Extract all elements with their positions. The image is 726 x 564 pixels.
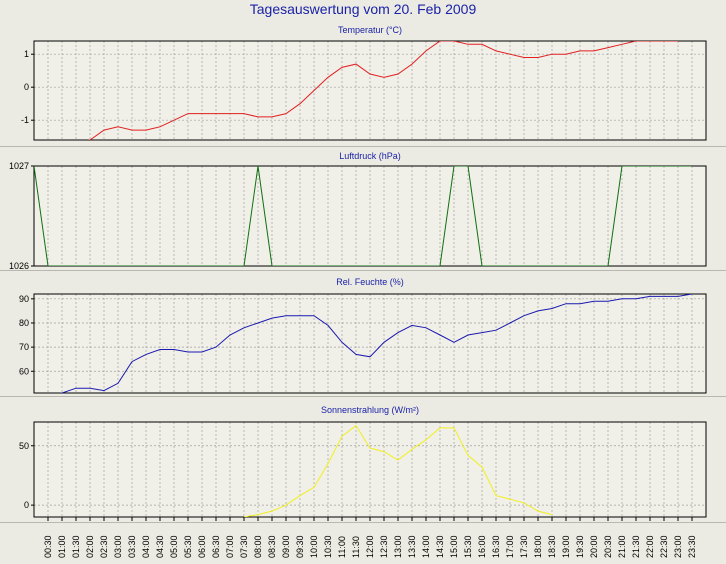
x-tick-label: 08:00 [253,535,263,558]
x-tick-label: 01:30 [71,535,81,558]
plot-frame [33,293,707,394]
x-tick-label: 15:30 [463,535,473,558]
x-tick-label: 03:00 [113,535,123,558]
x-tick-label: 18:00 [533,535,543,558]
x-tick-label: 13:00 [393,535,403,558]
y-tick-label: 80 [19,318,29,328]
x-tick-label: 06:30 [211,535,221,558]
x-tick-label: 18:30 [547,535,557,558]
x-tick-label: 09:30 [295,535,305,558]
y-tick-label: 1026 [9,261,29,271]
x-tick-label: 11:30 [351,536,361,558]
x-tick-label: 09:00 [281,535,291,558]
x-tick-label: 10:00 [309,535,319,558]
x-tick-label: 20:30 [603,535,613,558]
chart-title: Sonnenstrahlung (W/m²) [321,405,419,415]
x-tick-label: 08:30 [267,535,277,558]
y-tick-label: -1 [21,115,29,125]
y-tick-label: 90 [19,294,29,304]
y-tick-label: 1 [24,49,29,59]
chart-title: Luftdruck (hPa) [339,151,401,161]
x-tick-label: 12:30 [379,535,389,558]
x-tick-label: 19:30 [575,535,585,558]
x-tick-label: 14:00 [421,535,431,558]
chart-panel-1: Temperatur (°C) 1 0 -1 [0,22,726,147]
y-tick-label: 0 [24,500,29,510]
x-tick-label: 16:30 [491,535,501,558]
x-tick-label: 06:00 [197,535,207,558]
y-tick-label: 60 [19,366,29,376]
x-tick-label: 17:00 [505,535,515,558]
x-tick-label: 19:00 [561,535,571,558]
plot-frame [33,40,707,141]
chart-panel-3: Rel. Feuchte (%) 90 80 70 60 [0,272,726,397]
x-tick-label: 04:30 [155,535,165,558]
x-tick-label: 21:30 [631,535,641,558]
y-tick-label: 1027 [9,161,29,171]
x-tick-label: 02:30 [99,535,109,558]
x-tick-label: 05:00 [169,535,179,558]
chart-panel-2: Luftdruck (hPa) 1027 1026 [0,148,726,271]
x-tick-label: 20:00 [589,535,599,558]
chart-title: Rel. Feuchte (%) [336,277,404,287]
x-tick-label: 23:30 [687,535,697,558]
series-line-1 [87,41,678,140]
x-tick-label: 17:30 [519,535,529,558]
x-tick-label: 04:00 [141,535,151,558]
chart-panel-4: Sonnenstrahlung (W/m²) 50 0 [0,398,726,523]
x-tick-label: 02:00 [85,535,95,558]
series-line-1 [59,294,693,393]
x-tick-label: 22:00 [645,535,655,558]
x-tick-label: 10:30 [323,535,333,558]
x-tick-label: 13:30 [407,535,417,558]
x-tick-label: 00:30 [43,535,53,558]
x-tick-label: 22:30 [659,535,669,558]
x-tick-label: 01:00 [57,535,67,558]
y-tick-label: 50 [19,441,29,451]
x-tick-label: 03:30 [127,535,137,558]
x-tick-label: 14:30 [435,535,445,558]
plot-area [34,422,706,517]
x-tick-label: 23:00 [673,535,683,558]
x-axis: 00:30 01:00 01:30 02:00 02:30 03:00 03:30 04:00… [43,517,697,558]
x-tick-label: 11:00 [337,536,347,558]
series-line-1 [243,424,553,517]
page-title: Tagesauswertung vom 20. Feb 2009 [249,1,477,17]
x-tick-label: 07:00 [225,535,235,558]
x-tick-label: 12:00 [365,535,375,558]
x-tick-label: 15:00 [449,535,459,558]
chart-title: Temperatur (°C) [338,25,402,35]
y-tick-label: 0 [24,82,29,92]
y-tick-label: 70 [19,342,29,352]
x-tick-label: 05:30 [183,535,193,558]
x-tick-label: 21:00 [617,535,627,558]
x-tick-label: 16:00 [477,535,487,558]
x-tick-label: 07:30 [239,535,249,558]
